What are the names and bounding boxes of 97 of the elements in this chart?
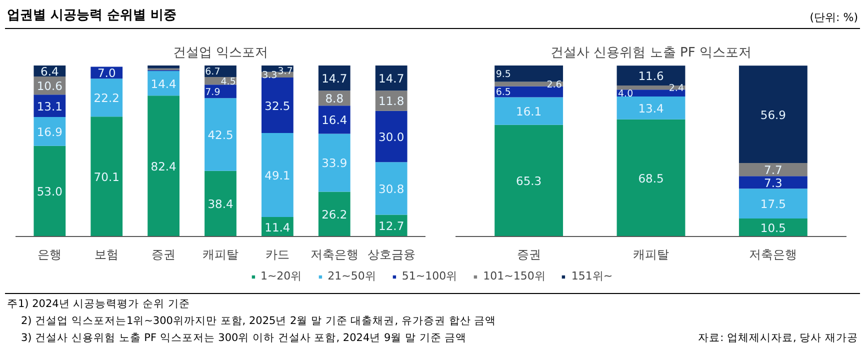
x-tick-label: 은행 bbox=[38, 248, 62, 262]
x-tick-label: 캐피탈 bbox=[202, 248, 238, 262]
bar bbox=[204, 98, 236, 171]
data-label: 6.5 bbox=[496, 87, 511, 98]
text: 3) 건설사 신용위험 노출 PF 익스포저는 300위 이하 건설사 포함, 2024년 9월 말 기준 금액 bbox=[20, 331, 468, 346]
data-label: 16.4 bbox=[322, 113, 348, 128]
data-label: 30.0 bbox=[378, 130, 404, 144]
x-tick-label: 증권 bbox=[152, 248, 176, 262]
data-label: 65.3 bbox=[516, 174, 542, 188]
x-tick-label: 저축은행 bbox=[749, 248, 798, 262]
x-tick-label: 카드 bbox=[265, 248, 290, 262]
bar bbox=[375, 110, 408, 162]
data-label: 26.2 bbox=[322, 208, 348, 222]
text: 주1) 2024년 시공능력평가 순위 기준 bbox=[7, 297, 191, 312]
data-label: 13.1 bbox=[36, 99, 62, 114]
legend-label: 1~20위 bbox=[260, 268, 302, 284]
x-tick-label: 보험 bbox=[94, 248, 119, 262]
chart-title: 건설업 익스포저 bbox=[172, 46, 268, 60]
data-label: 82.4 bbox=[150, 160, 176, 174]
bar bbox=[375, 66, 408, 91]
bar bbox=[494, 124, 564, 236]
data-label: 53.0 bbox=[36, 184, 62, 199]
text: 2) 건설업 익스포저는1위~300위까지만 포함, 2025년 2월 말 기준 대출채권, 유가증권 합산 금액 bbox=[20, 314, 496, 329]
data-label: 70.1 bbox=[94, 170, 120, 184]
bar bbox=[616, 119, 686, 236]
data-label: 10.6 bbox=[36, 79, 62, 94]
bar bbox=[494, 82, 564, 86]
bar bbox=[34, 146, 66, 236]
data-label: 9.5 bbox=[496, 69, 511, 80]
x-tick-label: 상호금융 bbox=[367, 248, 416, 262]
legend-label: 51~100위 bbox=[402, 268, 458, 284]
data-label: 49.1 bbox=[264, 168, 290, 183]
data-label: 33.9 bbox=[322, 156, 348, 170]
bar bbox=[34, 94, 66, 117]
bar bbox=[616, 96, 686, 120]
data-label: 7.0 bbox=[97, 66, 116, 80]
data-label: 68.5 bbox=[638, 171, 664, 186]
data-label: 11.4 bbox=[264, 220, 290, 234]
chart-title: 건설사 신용위험 노출 PF 익스포저 bbox=[550, 46, 752, 60]
legend-label: 101~150위 bbox=[483, 268, 546, 284]
bar bbox=[148, 66, 180, 68]
bar bbox=[318, 66, 350, 91]
legend-label: 151위~ bbox=[571, 268, 613, 284]
data-label: 32.5 bbox=[264, 98, 290, 113]
bar bbox=[204, 170, 236, 236]
data-label: 12.7 bbox=[378, 219, 404, 234]
data-label: 7.7 bbox=[764, 163, 782, 178]
data-label: 38.4 bbox=[208, 197, 234, 212]
bar bbox=[318, 134, 350, 192]
text: 업권별 시공능력 순위별 비중 bbox=[7, 7, 177, 25]
data-label: 14.7 bbox=[378, 72, 404, 86]
bar bbox=[738, 188, 808, 219]
bar bbox=[318, 192, 350, 236]
bar bbox=[494, 97, 564, 125]
bar bbox=[204, 84, 236, 98]
bar bbox=[375, 162, 408, 215]
x-tick-label: 증권 bbox=[516, 248, 541, 262]
data-label: 16.1 bbox=[516, 104, 542, 119]
bar bbox=[90, 78, 123, 117]
bar bbox=[318, 106, 350, 134]
data-label: 8.8 bbox=[325, 92, 344, 106]
data-label: 13.4 bbox=[638, 101, 664, 116]
data-label: 4.5 bbox=[220, 76, 236, 88]
bar bbox=[494, 66, 564, 82]
data-label: 56.9 bbox=[760, 108, 786, 122]
x-tick-label: 캐피탈 bbox=[633, 248, 669, 262]
bar bbox=[494, 86, 564, 98]
data-label: 10.5 bbox=[760, 221, 786, 236]
bar bbox=[375, 90, 408, 111]
data-label: 7.3 bbox=[764, 176, 782, 190]
bar bbox=[262, 133, 294, 218]
bar bbox=[738, 66, 808, 163]
data-label: 14.4 bbox=[150, 76, 176, 91]
data-label: 7.9 bbox=[205, 86, 220, 98]
data-label: 16.9 bbox=[36, 124, 62, 139]
text: 자료: 업체제시자료, 당사 재가공 bbox=[698, 331, 858, 346]
data-label: 6.4 bbox=[40, 64, 59, 78]
bar bbox=[148, 96, 180, 236]
data-label: 6.7 bbox=[205, 66, 220, 78]
data-label: 22.2 bbox=[94, 91, 120, 106]
data-label: 14.7 bbox=[322, 72, 348, 86]
data-label: 42.5 bbox=[208, 128, 234, 142]
bar bbox=[262, 77, 294, 134]
bar bbox=[90, 116, 123, 236]
bar bbox=[148, 70, 180, 96]
bar bbox=[616, 66, 686, 86]
data-label: 11.6 bbox=[638, 69, 664, 84]
text: (단위: %) bbox=[810, 10, 858, 26]
data-label: 17.5 bbox=[760, 197, 786, 212]
bar bbox=[738, 218, 808, 236]
x-tick-label: 저축은행 bbox=[310, 248, 358, 262]
bar bbox=[34, 116, 66, 146]
bar bbox=[738, 162, 808, 176]
legend-label: 21~50위 bbox=[328, 268, 376, 284]
bar bbox=[738, 176, 808, 189]
data-label: 11.8 bbox=[378, 94, 404, 108]
data-label: 30.8 bbox=[378, 182, 404, 196]
